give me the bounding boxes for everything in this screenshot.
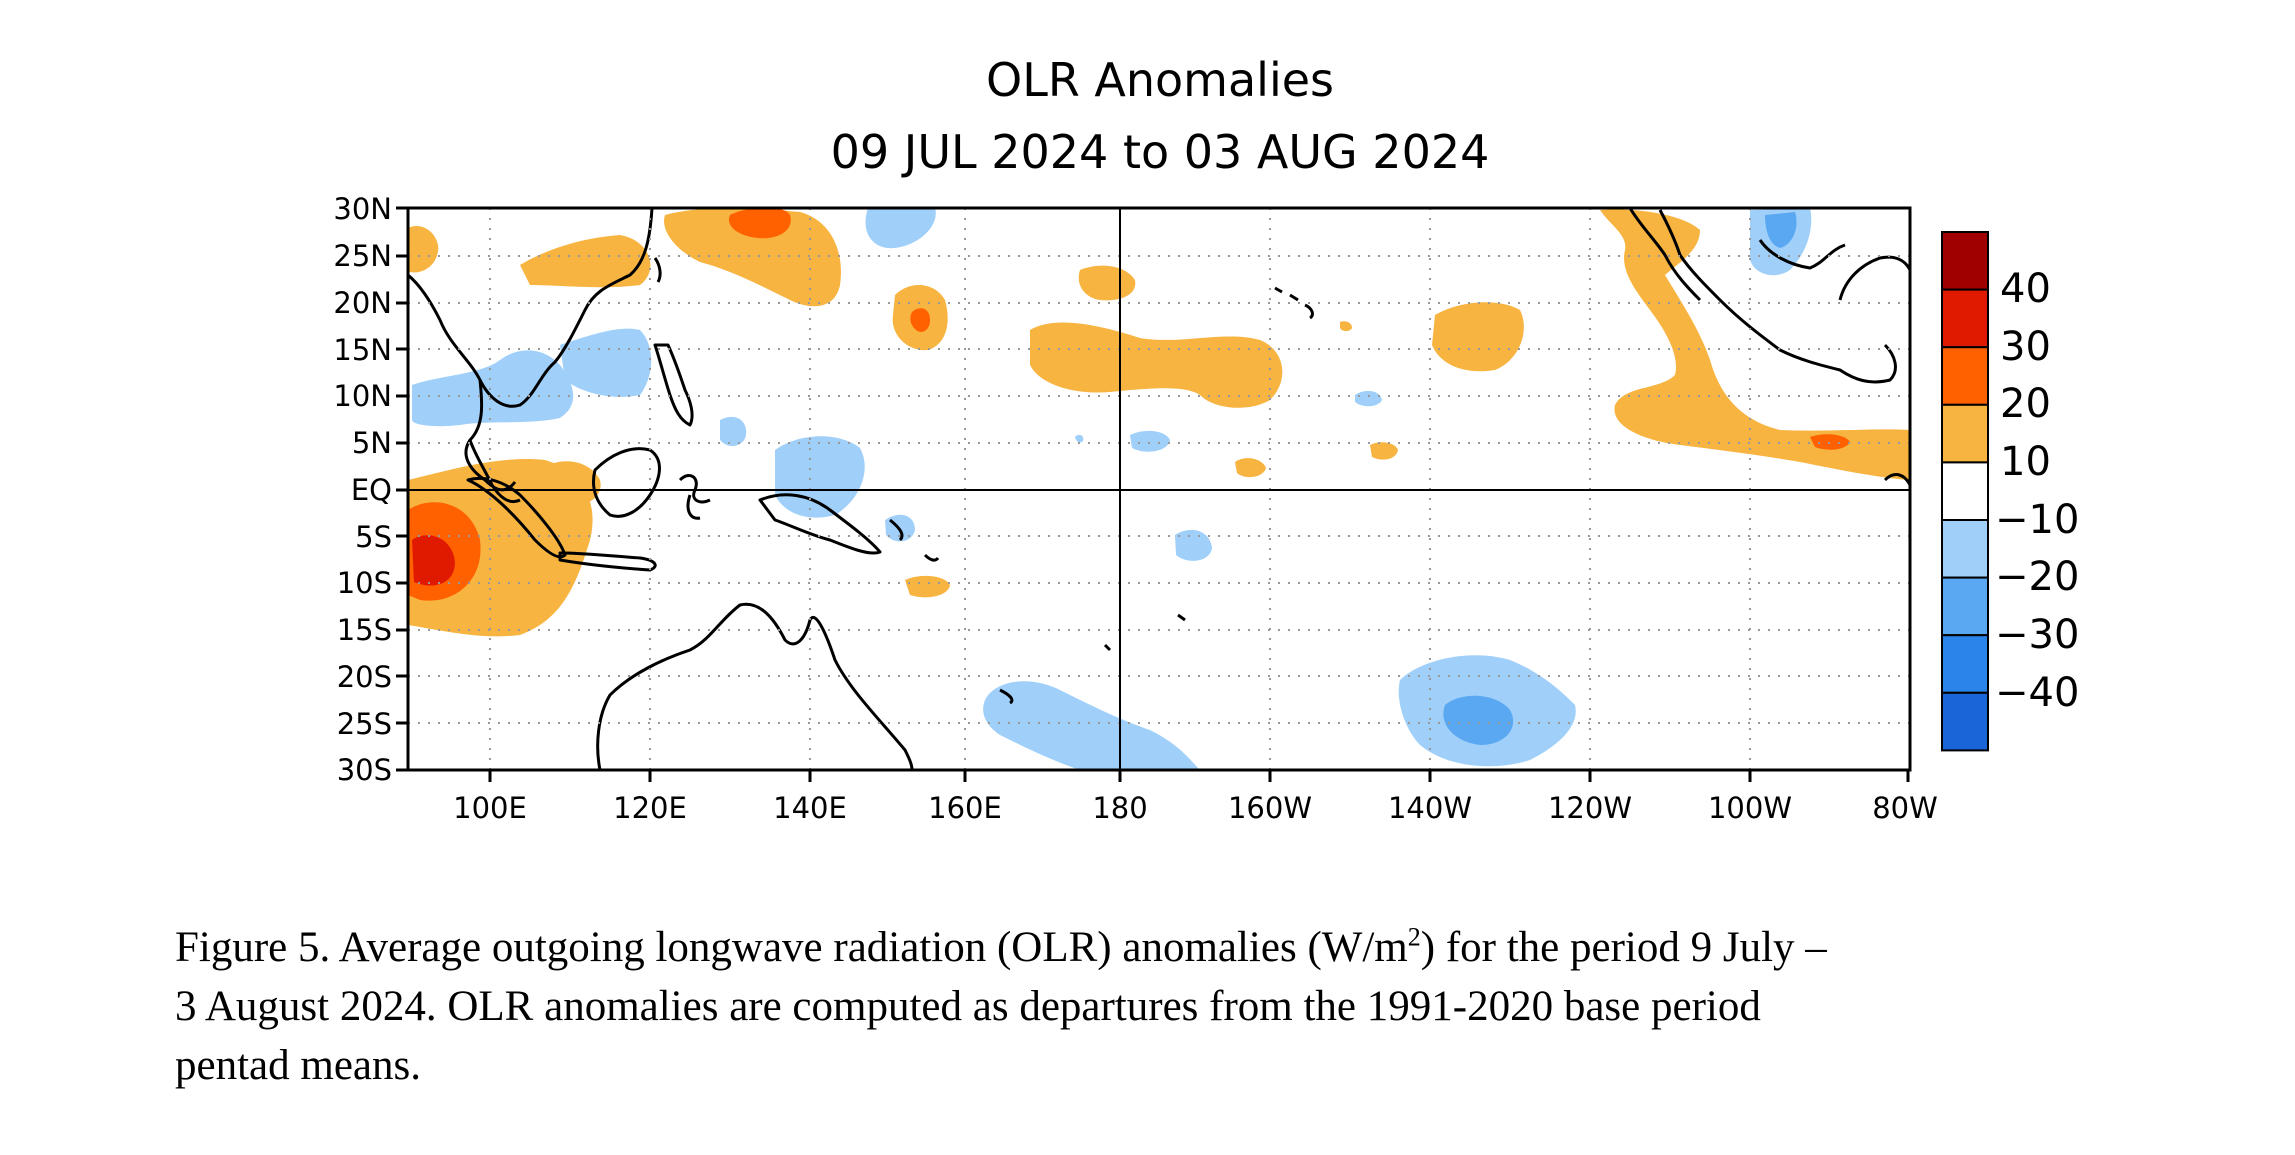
anomaly-pos-indian-ocean-max bbox=[412, 535, 455, 586]
latitude-axis: 30N 25N 20N 15N 10N 5N EQ 5S 10S 15S 20S… bbox=[333, 192, 392, 787]
lat-label: 30N bbox=[333, 192, 392, 226]
lat-label: 20N bbox=[333, 286, 392, 320]
coast-sumatra bbox=[466, 476, 567, 559]
caption-line-2: 3 August 2024. OLR anomalies are compute… bbox=[175, 983, 1761, 1031]
colorbar-swatch bbox=[1941, 691, 1989, 752]
anomaly-neg-indochina bbox=[412, 350, 574, 427]
lon-label: 100E bbox=[453, 791, 527, 825]
caption-line-1: Figure 5. Average outgoing longwave radi… bbox=[175, 923, 1827, 972]
anomaly-pos-160e-core bbox=[910, 308, 930, 332]
coast-australia bbox=[596, 602, 914, 770]
anomaly-neg-nz-north bbox=[983, 681, 1200, 770]
coast-solomons bbox=[889, 518, 940, 562]
colorbar-label: 40 bbox=[2000, 266, 2051, 312]
lat-label: 5N bbox=[352, 426, 392, 460]
anomaly-neg-mexico-core bbox=[1765, 212, 1797, 248]
anomaly-pos-central-pacific bbox=[1030, 322, 1283, 408]
colorbar-swatch bbox=[1941, 634, 1989, 694]
coast-hawaii bbox=[1274, 286, 1314, 320]
lat-label: 5S bbox=[355, 520, 392, 554]
anomaly-neg-samoa bbox=[1175, 529, 1212, 561]
lat-label: 15N bbox=[333, 333, 392, 367]
colorbar-swatch bbox=[1941, 231, 1989, 291]
anomaly-neg-hawaii-south bbox=[1355, 390, 1382, 407]
colorbar-label: 10 bbox=[2000, 439, 2051, 485]
coast-gulf bbox=[1758, 239, 1846, 270]
lon-label: 180 bbox=[1092, 791, 1147, 825]
colorbar-label: −10 bbox=[1995, 497, 2079, 543]
lat-label: 10N bbox=[333, 379, 392, 413]
lon-label: 100W bbox=[1708, 791, 1792, 825]
anomaly-pos-pacific-small-4 bbox=[1432, 302, 1524, 372]
lat-label: 25S bbox=[337, 707, 392, 741]
anomaly-neg-philippines bbox=[560, 328, 652, 397]
figure-caption: Figure 5. Average outgoing longwave radi… bbox=[175, 908, 2175, 1095]
lat-label: 20S bbox=[337, 660, 392, 694]
map-title: OLR Anomalies bbox=[986, 53, 1334, 107]
lon-label: 140E bbox=[773, 791, 847, 825]
anomaly-pos-philippine-sea bbox=[664, 208, 841, 307]
anomaly-neg-marshall bbox=[1130, 430, 1170, 452]
map-area bbox=[406, 206, 1912, 772]
lon-label: 80W bbox=[1872, 791, 1938, 825]
lat-label: EQ bbox=[351, 473, 392, 507]
anomaly-pos-pacific-small-1 bbox=[1340, 321, 1352, 331]
colorbar-labels: 40 30 20 10 −10 −20 −30 −40 bbox=[1995, 266, 2079, 716]
colorbar-swatch bbox=[1941, 461, 1989, 521]
colorbar-swatch bbox=[1941, 346, 1989, 406]
coast-taiwan bbox=[653, 257, 662, 283]
colorbar: 40 30 20 10 −10 −20 −30 −40 bbox=[1941, 231, 2079, 752]
lat-label: 15S bbox=[337, 613, 392, 647]
anomaly-pos-philippine-sea-core bbox=[728, 208, 791, 239]
lon-label: 140W bbox=[1388, 791, 1472, 825]
anomaly-neg-tuamotu-core bbox=[1443, 695, 1514, 745]
lon-label: 120E bbox=[613, 791, 687, 825]
coast-malaya bbox=[468, 439, 521, 504]
anomaly-shading bbox=[408, 208, 1910, 770]
colorbar-label: −40 bbox=[1995, 670, 2079, 716]
lon-label: 160E bbox=[928, 791, 1002, 825]
anomaly-pos-pacific-small-2 bbox=[1370, 442, 1398, 460]
coastlines bbox=[408, 208, 1910, 770]
coast-borneo bbox=[592, 447, 661, 518]
anomaly-pos-java bbox=[538, 461, 601, 507]
colorbar-swatch bbox=[1941, 576, 1989, 637]
colorbar-swatch bbox=[1941, 288, 1989, 349]
anomaly-neg-south-china bbox=[865, 208, 936, 249]
lat-label: 25N bbox=[333, 239, 392, 273]
caption-line-3: pentad means. bbox=[175, 1042, 421, 1090]
anomaly-neg-borneo-small bbox=[720, 416, 747, 447]
longitude-axis: 100E 120E 140E 160E 180 160W 140W 120W 1… bbox=[453, 791, 1938, 825]
anomaly-pos-scs bbox=[520, 235, 651, 288]
anomaly-pos-east-pacific bbox=[1600, 209, 1910, 480]
map-subtitle: 09 JUL 2024 to 03 AUG 2024 bbox=[831, 125, 1490, 179]
olr-anomaly-map-figure: OLR Anomalies 09 JUL 2024 to 03 AUG 2024 bbox=[333, 53, 2079, 825]
lon-label: 160W bbox=[1228, 791, 1312, 825]
coast-asia bbox=[408, 208, 654, 408]
lat-label: 30S bbox=[337, 753, 392, 787]
anomaly-neg-dateline-small bbox=[1075, 434, 1084, 443]
colorbar-swatch bbox=[1941, 519, 1989, 579]
anomaly-neg-new-guinea bbox=[775, 436, 865, 518]
anomaly-pos-coral-sea bbox=[905, 575, 950, 598]
longitude-ticks bbox=[488, 770, 1910, 782]
lon-label: 120W bbox=[1548, 791, 1632, 825]
colorbar-swatches bbox=[1941, 231, 1989, 752]
anomaly-pos-east-pacific-core bbox=[1810, 434, 1850, 450]
anomaly-pos-dateline-north bbox=[1078, 265, 1136, 301]
anomaly-pos-bay-bengal bbox=[408, 225, 439, 273]
colorbar-label: −30 bbox=[1995, 612, 2079, 658]
coast-nz-islands bbox=[999, 613, 1186, 705]
coast-java bbox=[558, 551, 657, 572]
coast-philippines bbox=[653, 343, 694, 427]
colorbar-label: 20 bbox=[2000, 381, 2051, 427]
colorbar-label: −20 bbox=[1995, 554, 2079, 600]
latitude-ticks bbox=[396, 206, 408, 772]
anomaly-pos-pacific-small-3 bbox=[1235, 458, 1266, 478]
colorbar-swatch bbox=[1941, 403, 1989, 464]
lat-label: 10S bbox=[337, 566, 392, 600]
colorbar-label: 30 bbox=[2000, 324, 2051, 370]
